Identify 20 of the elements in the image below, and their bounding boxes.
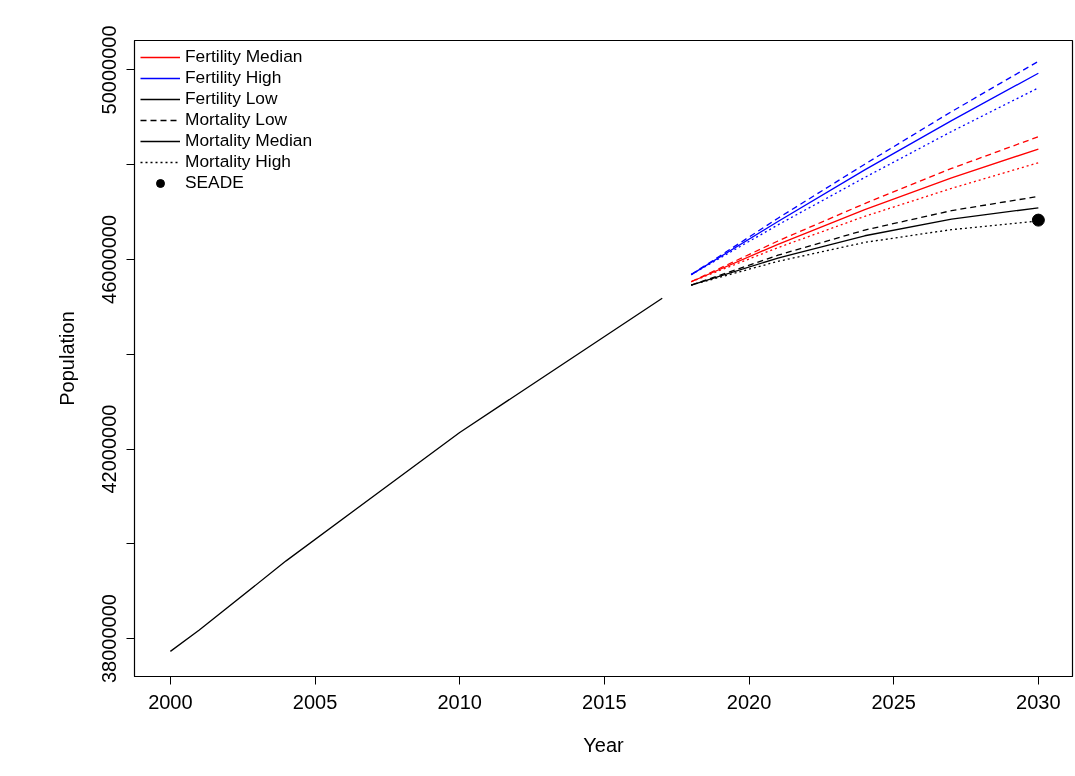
x-tick-label: 2005 <box>292 690 338 713</box>
x-axis-title: Year <box>583 733 625 756</box>
y-tick-label: 38000000 <box>98 594 121 684</box>
x-tick-label: 2015 <box>582 690 627 713</box>
legend-label: SEADE <box>185 172 244 193</box>
x-tick-label: 2010 <box>437 690 482 713</box>
y-tick-label: 46000000 <box>98 214 121 304</box>
legend-label: Mortality High <box>185 151 291 172</box>
x-tick-label: 2030 <box>1016 690 1061 713</box>
x-tick-label: 2000 <box>148 690 193 713</box>
y-axis-title: Population <box>55 311 78 406</box>
x-tick-label: 2020 <box>726 690 772 713</box>
legend-label: Fertility Median <box>185 46 303 67</box>
legend-label: Fertility Low <box>185 88 278 109</box>
x-tick-label: 2025 <box>871 690 916 713</box>
legend-label: Mortality Low <box>185 109 288 130</box>
y-tick-label: 42000000 <box>98 404 121 494</box>
legend-label: Mortality Median <box>185 130 313 151</box>
legend-label: Fertility High <box>185 67 282 88</box>
y-tick-label: 50000000 <box>98 25 121 115</box>
